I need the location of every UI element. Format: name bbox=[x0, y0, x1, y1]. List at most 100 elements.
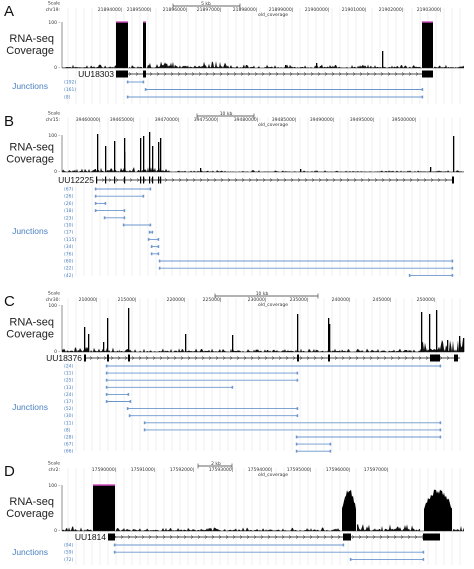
exon-block bbox=[128, 354, 130, 362]
strand-arrow bbox=[324, 72, 328, 76]
strand-arrow bbox=[131, 356, 135, 360]
position-tick-label: 235000| bbox=[290, 297, 309, 303]
scale-label: Scale bbox=[48, 291, 60, 297]
coverage-spike bbox=[447, 340, 449, 352]
strand-arrow bbox=[152, 356, 156, 360]
strand-arrow bbox=[338, 72, 342, 76]
junction-end bbox=[147, 238, 150, 241]
strand-arrow bbox=[206, 178, 210, 182]
strand-arrow bbox=[288, 535, 292, 539]
exon-block bbox=[423, 533, 440, 541]
strand-arrow bbox=[409, 178, 413, 182]
strand-arrow bbox=[283, 178, 287, 182]
junction-count: (17) bbox=[64, 399, 73, 405]
strand-arrow bbox=[359, 72, 363, 76]
strand-arrow bbox=[264, 356, 268, 360]
strand-arrow bbox=[400, 535, 404, 539]
panel-d: D Scale 2 kb chr2: 17590000| 17591000| 1759200… bbox=[4, 461, 464, 565]
track-name: old_coverage bbox=[258, 122, 288, 128]
position-tick-label: 39470000| bbox=[155, 117, 179, 123]
strand-arrow bbox=[218, 535, 222, 539]
strand-arrow bbox=[365, 535, 369, 539]
junction-end bbox=[129, 400, 132, 403]
panel-letter: A bbox=[4, 3, 14, 20]
junction-count: (8) bbox=[64, 95, 71, 101]
strand-arrow bbox=[89, 356, 93, 360]
strand-arrow bbox=[334, 356, 338, 360]
coverage-noise bbox=[62, 526, 92, 531]
strand-arrow bbox=[129, 178, 133, 182]
junction-end bbox=[94, 209, 97, 212]
junction-end bbox=[94, 202, 97, 205]
position-tick-label: 210000| bbox=[79, 297, 98, 303]
junction-end bbox=[149, 187, 152, 191]
junction-count: (8) bbox=[64, 427, 71, 433]
strand-arrow bbox=[229, 356, 233, 360]
position-tick-label: 17594000| bbox=[248, 467, 272, 473]
position-tick-label: 21894000| bbox=[98, 7, 122, 13]
strand-arrow bbox=[184, 72, 188, 76]
junctions-label: Junctions bbox=[12, 402, 48, 412]
strand-arrow bbox=[110, 356, 114, 360]
track-name: old_coverage bbox=[258, 472, 288, 478]
junction-end bbox=[122, 223, 125, 227]
strand-arrow bbox=[190, 535, 194, 539]
junction-end bbox=[105, 400, 108, 403]
junction-end bbox=[157, 252, 160, 256]
strand-arrow bbox=[444, 178, 448, 182]
strand-arrow bbox=[148, 535, 152, 539]
junctions-label: Junctions bbox=[12, 547, 48, 557]
strand-arrow bbox=[192, 178, 196, 182]
coverage-peak bbox=[424, 489, 452, 531]
position-tick-label: 17590000| bbox=[92, 467, 116, 473]
junction-end bbox=[143, 428, 146, 432]
exon-block bbox=[84, 354, 86, 362]
strand-arrow bbox=[290, 178, 294, 182]
strand-arrow bbox=[295, 535, 299, 539]
strand-arrow bbox=[134, 535, 138, 539]
strand-arrow bbox=[96, 356, 100, 360]
junction-count: (17) bbox=[64, 230, 73, 236]
position-tick-label: 17596000| bbox=[326, 467, 350, 473]
coverage-noise bbox=[147, 61, 230, 68]
strand-arrow bbox=[261, 72, 265, 76]
gene-name: UU12225 bbox=[58, 175, 94, 185]
exon-block bbox=[149, 176, 151, 184]
strand-arrow bbox=[115, 178, 119, 182]
coverage-noise bbox=[129, 65, 142, 68]
coverage-spike bbox=[382, 51, 384, 68]
exon-block bbox=[96, 176, 98, 184]
strand-arrow bbox=[381, 178, 385, 182]
coverage-peak bbox=[93, 485, 115, 531]
strand-arrow bbox=[241, 178, 245, 182]
position-tick-label: 17591000| bbox=[131, 467, 155, 473]
junction-end bbox=[439, 421, 442, 425]
strand-arrow bbox=[310, 72, 314, 76]
coverage-spike bbox=[421, 312, 423, 352]
exon-block bbox=[160, 176, 162, 184]
position-tick-label: 17597000| bbox=[364, 467, 388, 473]
junction-count: (26) bbox=[64, 194, 73, 200]
junctions-label: Junctions bbox=[12, 226, 48, 236]
junction-count: (66) bbox=[64, 449, 73, 455]
coverage-peak bbox=[422, 22, 433, 68]
panel-b: B Scale 10 kb chr15: 39460000| 39465000| 39470… bbox=[4, 111, 464, 279]
junction-end bbox=[126, 80, 129, 84]
coverage-peak bbox=[143, 22, 146, 68]
junction-end bbox=[295, 442, 298, 446]
strand-arrow bbox=[254, 72, 258, 76]
strand-arrow bbox=[215, 356, 219, 360]
strand-arrow bbox=[260, 535, 264, 539]
coverage-spike bbox=[328, 318, 330, 352]
strand-arrow bbox=[309, 535, 313, 539]
coverage-spike bbox=[316, 63, 318, 68]
strand-arrow bbox=[205, 72, 209, 76]
strand-arrow bbox=[124, 356, 128, 360]
strand-arrow bbox=[278, 356, 282, 360]
coverage-spike bbox=[105, 146, 107, 172]
gene-name: UU18376 bbox=[46, 353, 82, 363]
junction-end bbox=[144, 88, 147, 91]
junction-count: (28) bbox=[64, 435, 73, 441]
strand-arrow bbox=[191, 72, 195, 76]
junction-end bbox=[421, 95, 424, 99]
